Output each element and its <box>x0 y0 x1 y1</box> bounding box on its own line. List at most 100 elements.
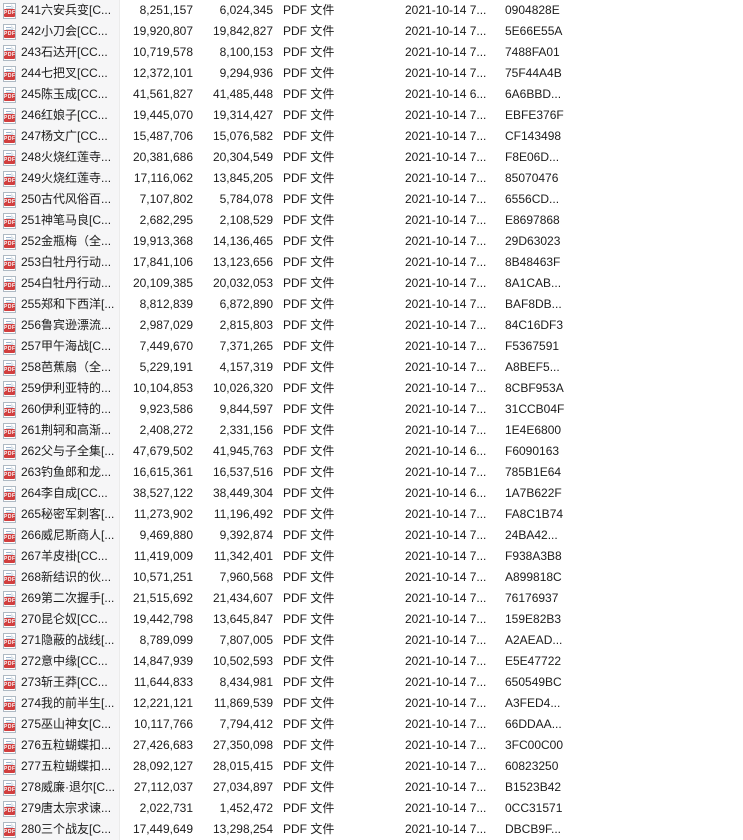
file-type: PDF 文件 <box>283 192 335 206</box>
file-row[interactable]: PDF 273斩王莽[CC... 11,644,833 8,434,981 PD… <box>0 672 743 693</box>
file-name-cell: PDF 262父与子全集[... <box>0 441 120 462</box>
pdf-file-icon: PDF <box>3 821 16 838</box>
file-row[interactable]: PDF 258芭蕉扇（全... 5,229,191 4,157,319 PDF … <box>0 357 743 378</box>
file-modified-date: 2021-10-14 7... <box>405 381 487 395</box>
file-row[interactable]: PDF 256鲁宾逊漂流... 2,987,029 2,815,803 PDF … <box>0 315 743 336</box>
file-type: PDF 文件 <box>283 570 335 584</box>
pdf-file-icon: PDF <box>3 401 16 418</box>
file-name-cell: PDF 253白牡丹行动... <box>0 252 120 273</box>
file-row[interactable]: PDF 274我的前半生[... 12,221,121 11,869,539 P… <box>0 693 743 714</box>
pdf-icon-label: PDF <box>4 281 15 290</box>
file-row[interactable]: PDF 248火烧红莲寺... 20,381,686 20,304,549 PD… <box>0 147 743 168</box>
file-size: 5,229,191 <box>139 360 193 374</box>
file-row[interactable]: PDF 253白牡丹行动... 17,841,106 13,123,656 PD… <box>0 252 743 273</box>
file-row[interactable]: PDF 263钓鱼郎和龙... 16,615,361 16,537,516 PD… <box>0 462 743 483</box>
file-name: 255郑和下西洋[... <box>21 297 115 311</box>
file-modified-date: 2021-10-14 7... <box>405 129 487 143</box>
pdf-icon-label: PDF <box>4 50 15 59</box>
file-row[interactable]: PDF 243石达开[CC... 10,719,578 8,100,153 PD… <box>0 42 743 63</box>
file-row[interactable]: PDF 262父与子全集[... 47,679,502 41,945,763 P… <box>0 441 743 462</box>
file-name: 271隐蔽的战线[... <box>21 633 115 647</box>
pdf-icon-label: PDF <box>4 197 15 206</box>
file-modified-date: 2021-10-14 7... <box>405 507 487 521</box>
file-crc: CF143498 <box>505 129 562 143</box>
file-row[interactable]: PDF 254白牡丹行动... 20,109,385 20,032,053 PD… <box>0 273 743 294</box>
file-row[interactable]: PDF 244七把叉[CC... 12,372,101 9,294,936 PD… <box>0 63 743 84</box>
file-row[interactable]: PDF 251神笔马良[C... 2,682,295 2,108,529 PDF… <box>0 210 743 231</box>
pdf-file-icon: PDF <box>3 800 16 817</box>
file-row[interactable]: PDF 260伊利亚特的... 9,923,586 9,844,597 PDF … <box>0 399 743 420</box>
file-type: PDF 文件 <box>283 318 335 332</box>
file-row[interactable]: PDF 249火烧红莲寺... 17,116,062 13,845,205 PD… <box>0 168 743 189</box>
file-type: PDF 文件 <box>283 3 335 17</box>
file-modified-date: 2021-10-14 7... <box>405 654 487 668</box>
file-name: 277五粒蝴蝶扣... <box>21 759 112 773</box>
pdf-file-icon: PDF <box>3 422 16 439</box>
pdf-icon-label: PDF <box>4 785 15 794</box>
file-crc: 159E82B3 <box>505 612 562 626</box>
file-packed-size: 27,034,897 <box>212 780 273 794</box>
pdf-icon-label: PDF <box>4 764 15 773</box>
file-packed-size: 13,298,254 <box>212 822 273 836</box>
file-row[interactable]: PDF 255郑和下西洋[... 8,812,839 6,872,890 PDF… <box>0 294 743 315</box>
file-row[interactable]: PDF 259伊利亚特的... 10,104,853 10,026,320 PD… <box>0 378 743 399</box>
file-name: 253白牡丹行动... <box>21 255 112 269</box>
file-row[interactable]: PDF 276五粒蝴蝶扣... 27,426,683 27,350,098 PD… <box>0 735 743 756</box>
file-size: 12,372,101 <box>132 66 193 80</box>
file-packed-size: 7,960,568 <box>219 570 273 584</box>
file-name: 256鲁宾逊漂流... <box>21 318 112 332</box>
pdf-file-icon: PDF <box>3 380 16 397</box>
file-name-cell: PDF 252金瓶梅（全... <box>0 231 120 252</box>
file-name-cell: PDF 272意中缘[CC... <box>0 651 120 672</box>
pdf-file-icon: PDF <box>3 716 16 733</box>
file-row[interactable]: PDF 270昆仑奴[CC... 19,442,798 13,645,847 P… <box>0 609 743 630</box>
file-row[interactable]: PDF 261荆轲和高渐... 2,408,272 2,331,156 PDF … <box>0 420 743 441</box>
pdf-file-icon: PDF <box>3 695 16 712</box>
file-row[interactable]: PDF 268新结识的伙... 10,571,251 7,960,568 PDF… <box>0 567 743 588</box>
file-packed-size: 2,108,529 <box>219 213 273 227</box>
file-row[interactable]: PDF 277五粒蝴蝶扣... 28,092,127 28,015,415 PD… <box>0 756 743 777</box>
file-row[interactable]: PDF 246红娘子[CC... 19,445,070 19,314,427 P… <box>0 105 743 126</box>
file-row[interactable]: PDF 265秘密军刺客[... 11,273,902 11,196,492 P… <box>0 504 743 525</box>
file-row[interactable]: PDF 257甲午海战[C... 7,449,670 7,371,265 PDF… <box>0 336 743 357</box>
file-row[interactable]: PDF 280三个战友[C... 17,449,649 13,298,254 P… <box>0 819 743 840</box>
file-packed-size: 5,784,078 <box>219 192 273 206</box>
file-row[interactable]: PDF 252金瓶梅（全... 19,913,368 14,136,465 PD… <box>0 231 743 252</box>
file-row[interactable]: PDF 241六安兵变[C... 8,251,157 6,024,345 PDF… <box>0 0 743 21</box>
file-name-cell: PDF 271隐蔽的战线[... <box>0 630 120 651</box>
file-row[interactable]: PDF 247杨文广[CC... 15,487,706 15,076,582 P… <box>0 126 743 147</box>
file-packed-size: 9,294,936 <box>219 66 273 80</box>
file-row[interactable]: PDF 266威尼斯商人[... 9,469,880 9,392,874 PDF… <box>0 525 743 546</box>
file-row[interactable]: PDF 272意中缘[CC... 14,847,939 10,502,593 P… <box>0 651 743 672</box>
file-row[interactable]: PDF 245陈玉成[CC... 41,561,827 41,485,448 P… <box>0 84 743 105</box>
pdf-icon-label: PDF <box>4 92 15 101</box>
file-row[interactable]: PDF 279唐太宗求谏... 2,022,731 1,452,472 PDF … <box>0 798 743 819</box>
file-crc: EBFE376F <box>505 108 564 122</box>
file-name-cell: PDF 254白牡丹行动... <box>0 273 120 294</box>
file-row[interactable]: PDF 269第二次握手[... 21,515,692 21,434,607 P… <box>0 588 743 609</box>
pdf-file-icon: PDF <box>3 590 16 607</box>
file-size: 8,812,839 <box>139 297 193 311</box>
file-crc: F6090163 <box>505 444 560 458</box>
file-name-cell: PDF 268新结识的伙... <box>0 567 120 588</box>
file-packed-size: 15,076,582 <box>212 129 273 143</box>
file-type: PDF 文件 <box>283 675 335 689</box>
file-name-cell: PDF 273斩王莽[CC... <box>0 672 120 693</box>
file-modified-date: 2021-10-14 7... <box>405 360 487 374</box>
file-row[interactable]: PDF 275巫山神女[C... 10,117,766 7,794,412 PD… <box>0 714 743 735</box>
pdf-icon-label: PDF <box>4 449 15 458</box>
file-row[interactable]: PDF 250古代风俗百... 7,107,802 5,784,078 PDF … <box>0 189 743 210</box>
file-row[interactable]: PDF 271隐蔽的战线[... 8,789,099 7,807,005 PDF… <box>0 630 743 651</box>
file-packed-size: 7,807,005 <box>219 633 273 647</box>
file-crc: 60823250 <box>505 759 559 773</box>
pdf-icon-label: PDF <box>4 428 15 437</box>
file-row[interactable]: PDF 278威廉·退尔[C... 27,112,037 27,034,897 … <box>0 777 743 798</box>
file-row[interactable]: PDF 264李自成[CC... 38,527,122 38,449,304 P… <box>0 483 743 504</box>
file-modified-date: 2021-10-14 7... <box>405 192 487 206</box>
pdf-icon-label: PDF <box>4 827 15 836</box>
file-type: PDF 文件 <box>283 150 335 164</box>
pdf-file-icon: PDF <box>3 44 16 61</box>
file-row[interactable]: PDF 242小刀会[CC... 19,920,807 19,842,827 P… <box>0 21 743 42</box>
file-name-cell: PDF 249火烧红莲寺... <box>0 168 120 189</box>
file-row[interactable]: PDF 267羊皮褂[CC... 11,419,009 11,342,401 P… <box>0 546 743 567</box>
